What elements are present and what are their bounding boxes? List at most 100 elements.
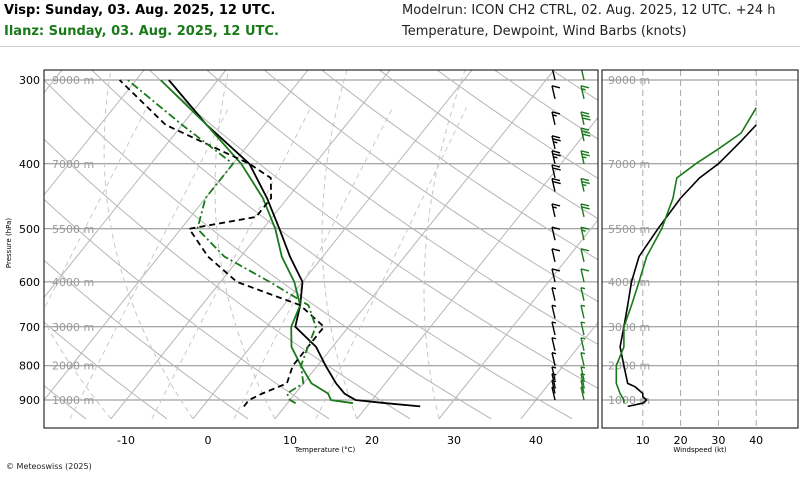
barb-staff: [551, 85, 556, 99]
barb-half-flag: [553, 156, 558, 159]
barb-flag: [551, 248, 561, 252]
moist-adiabat: [321, 70, 358, 419]
dry-adiabat: [44, 79, 492, 420]
axis-ticks: 300 400 500 600 700 800 900 -10 0 10 20 30 40 10 20 30 4…: [19, 74, 763, 447]
wind-barb-visp: [551, 67, 560, 81]
windspeed-frame: [601, 69, 799, 429]
wind-barb-ilanz: [580, 321, 586, 336]
wind-barb-ilanz: [580, 177, 590, 192]
wind-barb-ilanz: [580, 352, 586, 366]
wind-barb-visp: [551, 226, 561, 241]
height-label: 3000 m: [52, 321, 94, 334]
dry-adiabat: [91, 70, 573, 420]
wind-barb-ilanz: [580, 70, 585, 81]
dry-adiabat: [206, 70, 598, 346]
wind-barb-ilanz: [580, 85, 590, 99]
barb-flag: [580, 127, 590, 131]
barb-staff: [580, 305, 585, 319]
barb-flag: [580, 203, 590, 207]
model-run-info: Modelrun: ICON CH2 CTRL, 02. Aug. 2025, …: [402, 3, 776, 18]
barb-flag: [580, 150, 590, 154]
barb-staff: [580, 227, 585, 241]
barb-staff: [551, 337, 556, 351]
wind-barb-visp: [551, 164, 561, 179]
dry-adiabat: [44, 198, 330, 420]
barb-staff: [580, 321, 585, 336]
barb-half-flag: [551, 321, 557, 324]
temperature-tick-30: 30: [447, 434, 461, 447]
barb-half-flag: [552, 114, 557, 117]
wind-barb-ilanz: [580, 337, 586, 351]
mixing-ratio-line: [233, 107, 394, 420]
barb-half-flag: [551, 337, 557, 340]
barb-flag: [552, 153, 561, 157]
wind-barb-visp: [551, 177, 561, 192]
wind-height-label: 1000 m: [608, 394, 650, 407]
barb-flag: [551, 85, 561, 89]
barb-half-flag: [580, 352, 586, 355]
dewpoint-line-visp: [118, 79, 326, 407]
barb-staff: [580, 380, 585, 394]
barb-staff: [580, 373, 585, 387]
dry-adiabat: [691, 49, 800, 419]
wind-height-label: 5500 m: [608, 223, 650, 236]
wind-height-label: 7000 m: [608, 158, 650, 171]
barb-half-flag: [581, 88, 586, 91]
barb-staff: [551, 287, 556, 301]
barb-flag: [551, 226, 561, 230]
barb-flag: [580, 226, 590, 230]
pressure-tick-300: 300: [19, 74, 40, 87]
x-axis-label: Temperature (°C): [294, 446, 356, 454]
barb-half-flag: [580, 304, 586, 308]
barb-staff: [580, 352, 585, 366]
barb-flag: [552, 180, 561, 185]
windspeed-tick-20: 20: [674, 434, 688, 447]
windspeed-tick-30: 30: [711, 434, 725, 447]
barb-half-flag: [582, 156, 587, 159]
barb-staff: [551, 164, 556, 179]
barb-flag: [582, 133, 591, 137]
wind-barb-visp: [551, 337, 557, 351]
wind-barb-visp: [551, 268, 561, 283]
barb-flag: [552, 67, 560, 69]
barb-half-flag: [551, 352, 557, 355]
barb-flag: [551, 135, 561, 139]
wind-barb-visp: [551, 203, 561, 218]
wind-height-label: 4000 m: [608, 276, 650, 289]
height-label: 1000 m: [52, 394, 94, 407]
barb-flag: [552, 167, 561, 171]
wind-barb-visp: [551, 366, 557, 381]
wind-barb-ilanz: [580, 226, 590, 241]
barb-flag: [551, 164, 561, 168]
header-divider: [0, 46, 800, 47]
y-axis-label: Pressure (hPa): [5, 218, 13, 268]
barb-staff: [551, 380, 556, 394]
barb-half-flag: [553, 141, 558, 144]
barb-flag: [551, 268, 561, 272]
barb-flag: [581, 114, 590, 118]
barb-staff: [551, 203, 556, 218]
chart-description: Temperature, Dewpoint, Wind Barbs (knots…: [402, 24, 687, 39]
dry-adiabat: [748, 49, 800, 419]
barb-staff: [551, 386, 556, 401]
dry-adiabat: [436, 70, 598, 180]
barb-staff: [551, 178, 556, 192]
dry-adiabat: [44, 259, 249, 420]
barb-half-flag: [552, 206, 557, 209]
isotherm-40: [520, 321, 598, 420]
isotherm-60: [685, 60, 800, 419]
barb-flag: [551, 203, 561, 207]
barb-staff: [580, 248, 585, 262]
isotherm-30: [438, 219, 598, 420]
barb-flag: [551, 177, 561, 182]
moist-adiabat: [214, 70, 276, 420]
wind-barb-ilanz: [580, 287, 586, 301]
isotherm--10: [110, 70, 391, 420]
barb-half-flag: [551, 366, 557, 369]
dry-adiabat: [44, 321, 168, 420]
barb-half-flag: [551, 304, 557, 308]
wind-barb-ilanz: [580, 127, 591, 142]
isotherm--40: [44, 70, 145, 196]
barb-half-flag: [551, 287, 557, 290]
